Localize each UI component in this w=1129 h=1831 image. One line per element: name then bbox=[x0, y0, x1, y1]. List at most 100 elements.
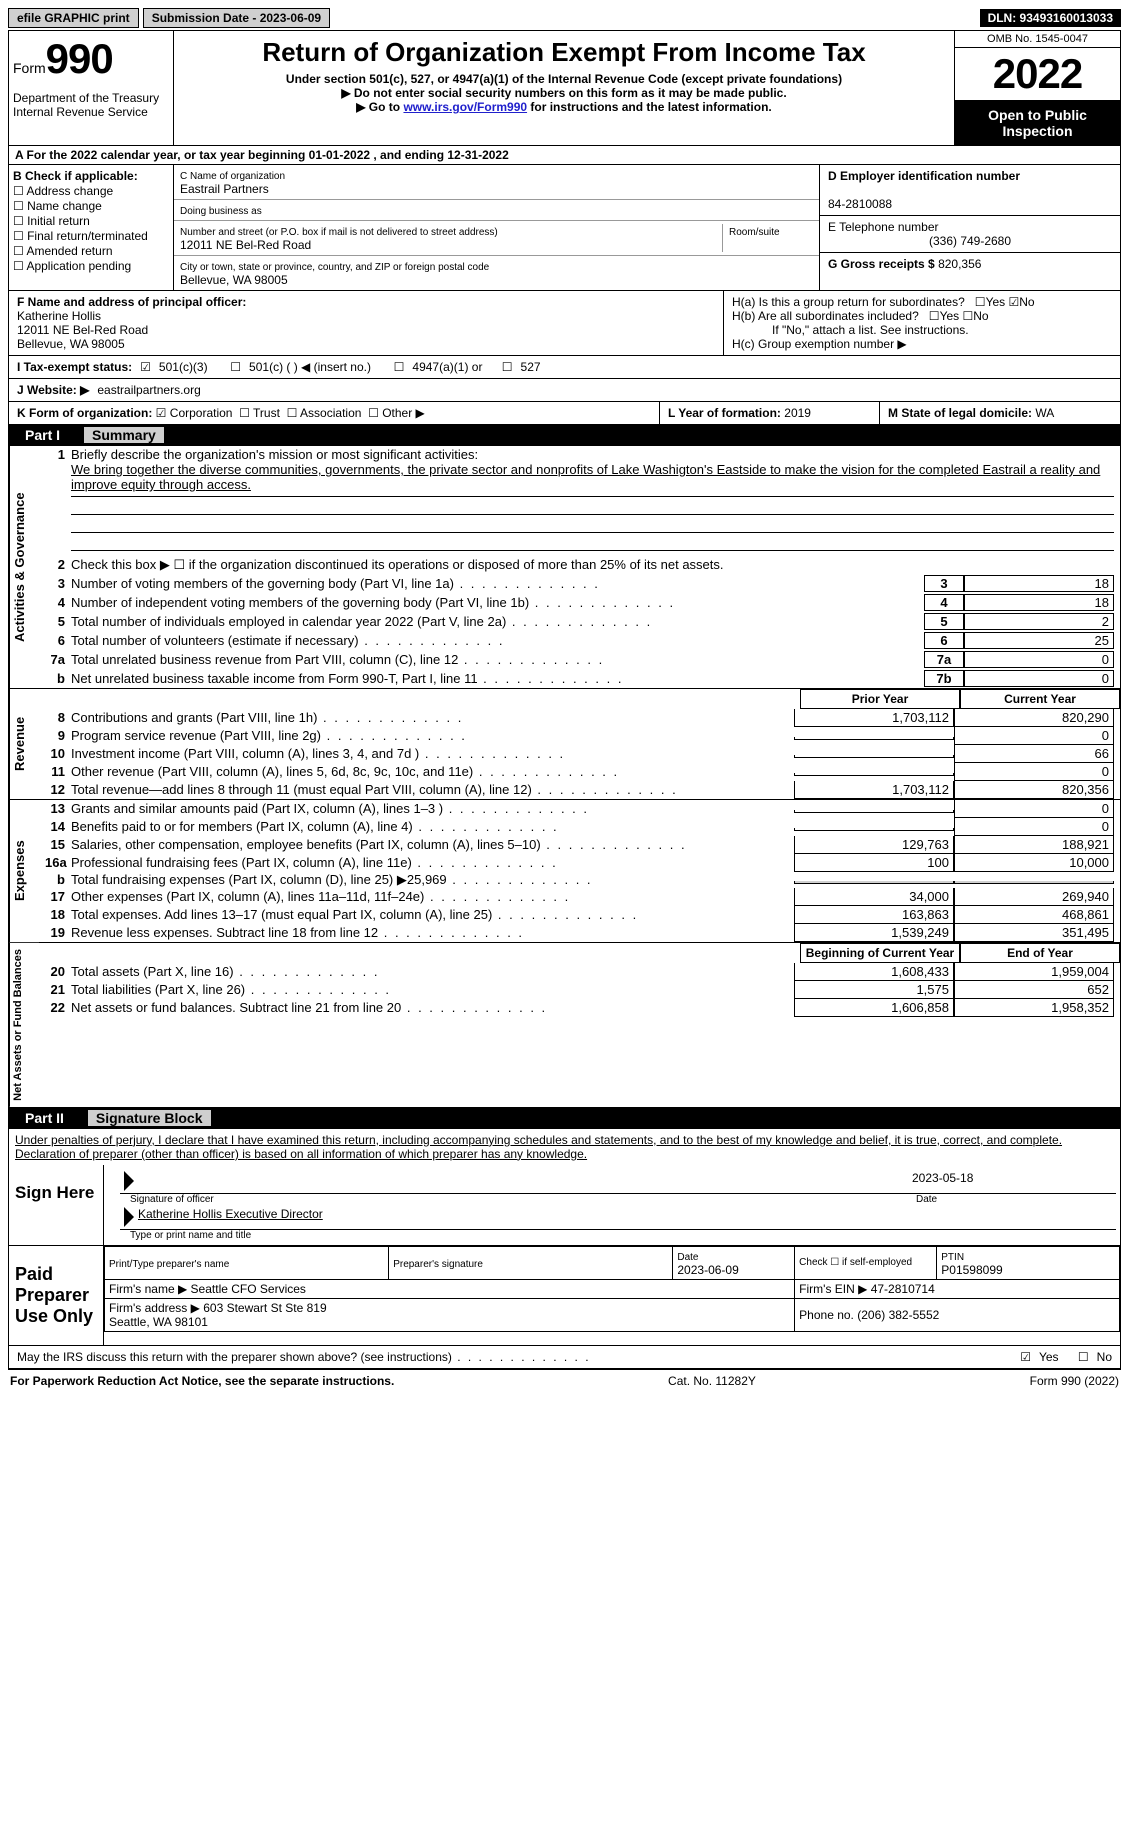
city-val: Bellevue, WA 98005 bbox=[180, 273, 288, 287]
form-word: Form bbox=[13, 60, 46, 76]
line-9: 9Program service revenue (Part VIII, lin… bbox=[39, 727, 1120, 745]
na-lines-container: 20Total assets (Part X, line 16)1,608,43… bbox=[39, 963, 1120, 1017]
cb-assoc[interactable]: ☐ bbox=[287, 406, 298, 420]
vlabel-rev: Revenue bbox=[9, 689, 39, 799]
col-c: C Name of organization Eastrail Partners… bbox=[174, 165, 820, 290]
may-irs-no[interactable]: ☐ bbox=[1078, 1350, 1089, 1364]
na-content: Beginning of Current Year End of Year 20… bbox=[39, 943, 1120, 1107]
submission-date: Submission Date - 2023-06-09 bbox=[143, 8, 330, 28]
row-j: J Website: ▶ eastrailpartners.org bbox=[8, 379, 1121, 402]
ha-no-lbl: No bbox=[1019, 295, 1034, 309]
signature-block: Under penalties of perjury, I declare th… bbox=[8, 1129, 1121, 1369]
cb-name-change[interactable]: ☐ Name change bbox=[13, 199, 169, 213]
hb-no[interactable]: ☐ bbox=[962, 309, 973, 323]
line-13: 13Grants and similar amounts paid (Part … bbox=[39, 800, 1120, 818]
ptin-val: P01598099 bbox=[941, 1263, 1002, 1277]
header-left: Form990 Department of the Treasury Inter… bbox=[9, 31, 174, 145]
firm-ein: 47-2810714 bbox=[871, 1282, 935, 1296]
footer-mid: Cat. No. 11282Y bbox=[668, 1374, 756, 1388]
line-b: bTotal fundraising expenses (Part IX, co… bbox=[39, 872, 1120, 888]
ein-val: 84-2810088 bbox=[828, 197, 892, 211]
may-irs-yes[interactable]: ☑ bbox=[1020, 1350, 1031, 1364]
m-cell: M State of legal domicile: WA bbox=[880, 402, 1120, 424]
na-col-begin: Beginning of Current Year bbox=[800, 943, 960, 963]
cb-4947[interactable]: ☐ bbox=[394, 360, 405, 374]
summary-lines-container: 3Number of voting members of the governi… bbox=[39, 574, 1120, 688]
line-17: 17Other expenses (Part IX, column (A), l… bbox=[39, 888, 1120, 906]
revenue-section: Revenue Prior Year Current Year 8Contrib… bbox=[8, 689, 1121, 800]
cb-initial[interactable]: ☐ Initial return bbox=[13, 214, 169, 228]
line-b: bNet unrelated business taxable income f… bbox=[39, 669, 1120, 688]
line-6: 6Total number of volunteers (estimate if… bbox=[39, 631, 1120, 650]
line-1: 1 Briefly describe the organization's mi… bbox=[39, 446, 1120, 556]
irs-link[interactable]: www.irs.gov/Form990 bbox=[403, 100, 527, 114]
line-15: 15Salaries, other compensation, employee… bbox=[39, 836, 1120, 854]
cb-trust[interactable]: ☐ bbox=[239, 406, 250, 420]
cb-lbl-4: Amended return bbox=[26, 244, 112, 258]
l-cell: L Year of formation: 2019 bbox=[660, 402, 880, 424]
cb-lbl-5: Application pending bbox=[26, 259, 131, 273]
arrow-icon bbox=[124, 1171, 134, 1191]
sig-date-val: 2023-05-18 bbox=[912, 1171, 1112, 1191]
may-irs-row: May the IRS discuss this return with the… bbox=[9, 1345, 1120, 1368]
part1-header: Part I Summary bbox=[8, 425, 1121, 446]
cb-address-change[interactable]: ☐ Address change bbox=[13, 184, 169, 198]
subheading-1: Under section 501(c), 527, or 4947(a)(1)… bbox=[182, 72, 946, 86]
ha-yes[interactable]: ☐ bbox=[975, 295, 986, 309]
b-heading: B Check if applicable: bbox=[13, 169, 138, 183]
footer-left: For Paperwork Reduction Act Notice, see … bbox=[10, 1374, 394, 1388]
part2-header: Part II Signature Block bbox=[8, 1108, 1121, 1129]
vlabel-ag: Activities & Governance bbox=[9, 446, 39, 688]
mission-text: We bring together the diverse communitie… bbox=[71, 462, 1100, 492]
sig-officer-lbl: Signature of officer bbox=[130, 1194, 916, 1205]
rev-lines-container: 8Contributions and grants (Part VIII, li… bbox=[39, 709, 1120, 799]
cb-final[interactable]: ☐ Final return/terminated bbox=[13, 229, 169, 243]
part1-num: Part I bbox=[17, 427, 68, 443]
m-val: WA bbox=[1035, 406, 1054, 420]
i-c3: 501(c)(3) bbox=[159, 360, 208, 374]
line-21: 21Total liabilities (Part X, line 26)1,5… bbox=[39, 981, 1120, 999]
line-7a: 7aTotal unrelated business revenue from … bbox=[39, 650, 1120, 669]
cb-527[interactable]: ☐ bbox=[502, 360, 513, 374]
hb-yes[interactable]: ☐ bbox=[929, 309, 940, 323]
cb-amended[interactable]: ☐ Amended return bbox=[13, 244, 169, 258]
header-mid: Return of Organization Exempt From Incom… bbox=[174, 31, 955, 145]
vlabel-exp: Expenses bbox=[9, 800, 39, 942]
line-18: 18Total expenses. Add lines 13–17 (must … bbox=[39, 906, 1120, 924]
open-inspection: Open to Public Inspection bbox=[955, 101, 1120, 145]
cb-501c[interactable]: ☐ bbox=[230, 360, 241, 374]
row-i: I Tax-exempt status: ☑ 501(c)(3) ☐ 501(c… bbox=[8, 356, 1121, 379]
prep-row-1: Print/Type preparer's name Preparer's si… bbox=[105, 1246, 1120, 1279]
f-lbl: F Name and address of principal officer: bbox=[17, 295, 246, 309]
rev-content: Prior Year Current Year 8Contributions a… bbox=[39, 689, 1120, 799]
sig-date-lbl: Date bbox=[916, 1194, 1116, 1205]
mission-blank-lines bbox=[71, 496, 1114, 551]
sub3-post: for instructions and the latest informat… bbox=[527, 100, 772, 114]
prep-row-2: Firm's name ▶ Seattle CFO Services Firm'… bbox=[105, 1279, 1120, 1298]
ha-no[interactable]: ☑ bbox=[1008, 295, 1019, 309]
activities-governance: Activities & Governance 1 Briefly descri… bbox=[8, 446, 1121, 689]
tel-val: (336) 749-2680 bbox=[929, 234, 1011, 248]
p-check[interactable]: Check ☐ if self-employed bbox=[795, 1246, 937, 1279]
rev-col-hdr: Prior Year Current Year bbox=[39, 689, 1120, 709]
may-yes-lbl: Yes bbox=[1039, 1350, 1059, 1364]
na-col-hdr: Beginning of Current Year End of Year bbox=[39, 943, 1120, 963]
k-cell: K Form of organization: ☑ Corporation ☐ … bbox=[9, 402, 660, 424]
ein-lbl: D Employer identification number bbox=[828, 169, 1020, 183]
k-lbl: K Form of organization: bbox=[17, 406, 152, 420]
exp-lines-container: 13Grants and similar amounts paid (Part … bbox=[39, 800, 1120, 942]
part2-title: Signature Block bbox=[88, 1110, 211, 1126]
phone-val: (206) 382-5552 bbox=[857, 1308, 939, 1322]
cb-app-pending[interactable]: ☐ Application pending bbox=[13, 259, 169, 273]
efile-btn[interactable]: efile GRAPHIC print bbox=[8, 8, 139, 28]
c-name-lbl: C Name of organization bbox=[180, 171, 285, 182]
line-3: 3Number of voting members of the governi… bbox=[39, 574, 1120, 593]
hb-yes-lbl: Yes bbox=[940, 309, 960, 323]
col-current: Current Year bbox=[960, 689, 1120, 709]
cb-other[interactable]: ☐ bbox=[368, 406, 379, 420]
cb-corp[interactable]: ☑ bbox=[156, 406, 167, 420]
phone-lbl: Phone no. bbox=[799, 1308, 854, 1322]
cb-lbl-0: Address change bbox=[26, 184, 113, 198]
block-bcd: B Check if applicable: ☐ Address change … bbox=[8, 165, 1121, 291]
cb-501c3[interactable]: ☑ bbox=[140, 360, 151, 374]
